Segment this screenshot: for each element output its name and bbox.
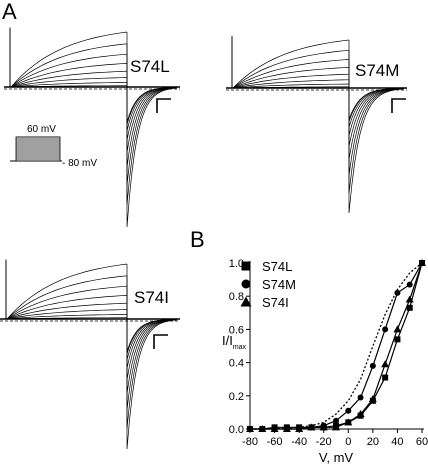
step-current-trace bbox=[232, 67, 350, 89]
x-tick-label: -40 bbox=[291, 436, 307, 448]
x-tick-label: 0 bbox=[345, 436, 351, 448]
data-point-s74m bbox=[394, 289, 401, 296]
legend-marker-s74i bbox=[240, 296, 252, 307]
data-point-s74m bbox=[406, 281, 413, 288]
data-point-s74m bbox=[382, 326, 389, 333]
tail-current-trace bbox=[126, 32, 178, 228]
activation-chart: -80 -60 -40 -20 0 20 40 60 0.0 0.2 0.4 0.6 0.8 1.0 S7… bbox=[229, 258, 428, 448]
data-point-s74i bbox=[356, 410, 365, 418]
step-current-trace bbox=[6, 263, 128, 320]
data-point-s74l bbox=[406, 304, 413, 311]
step-current-trace bbox=[10, 43, 128, 88]
step-current-trace bbox=[6, 295, 128, 320]
trace-label-s74m: S74M bbox=[355, 61, 399, 80]
x-tick-label: -20 bbox=[316, 436, 332, 448]
current-traces-s74m bbox=[226, 36, 407, 214]
data-point-s74m bbox=[369, 362, 376, 369]
data-point-s74l bbox=[382, 374, 389, 381]
voltage-protocol-inset bbox=[10, 136, 62, 162]
chart-legend: S74L S74M S74I bbox=[240, 259, 296, 310]
step-current-trace bbox=[232, 39, 350, 89]
x-tick-label: -60 bbox=[267, 436, 283, 448]
step-current-trace bbox=[6, 302, 128, 320]
y-tick-label: 0.8 bbox=[229, 291, 244, 303]
tail-current-trace bbox=[126, 303, 178, 380]
step-current-trace bbox=[10, 70, 128, 88]
step-current-trace bbox=[232, 79, 350, 89]
legend-marker-s74m bbox=[241, 279, 251, 289]
data-point-s74i bbox=[381, 360, 390, 368]
step-current-trace bbox=[6, 314, 127, 320]
y-tick-label: 0.6 bbox=[229, 324, 244, 336]
tail-current-trace bbox=[348, 40, 405, 214]
step-current-trace bbox=[232, 83, 350, 89]
data-point-s74m bbox=[357, 394, 364, 401]
step-current-trace bbox=[10, 63, 128, 88]
data-point-s74i bbox=[418, 259, 426, 266]
current-traces-s74i bbox=[0, 259, 180, 450]
y-axis-label: I/Imax bbox=[222, 333, 247, 351]
y-tick-label: 0.2 bbox=[229, 391, 244, 403]
chart-axes: -80 -60 -40 -20 0 20 40 60 0.0 0.2 0.4 0.6 0.8 1.0 bbox=[229, 258, 428, 448]
data-point-s74m bbox=[333, 417, 339, 424]
y-axis-label-main: I/I bbox=[222, 333, 233, 348]
step-current-trace bbox=[6, 285, 128, 320]
x-tick-label: 60 bbox=[416, 436, 428, 448]
step-current-trace bbox=[232, 49, 350, 89]
tail-current-trace bbox=[126, 264, 178, 450]
current-traces-s74l bbox=[4, 27, 180, 228]
protocol-top-label: 60 mV bbox=[27, 124, 56, 135]
data-point-s74i bbox=[246, 425, 254, 432]
legend-marker-s74l bbox=[241, 261, 251, 271]
x-tick-label: 20 bbox=[367, 436, 379, 448]
legend-label-s74i: S74I bbox=[262, 295, 289, 310]
data-point-s74i bbox=[270, 425, 279, 432]
data-point-s74i bbox=[319, 423, 328, 431]
step-current-trace bbox=[232, 59, 350, 89]
x-axis-label: V, mV bbox=[319, 450, 354, 465]
protocol-bottom-label: - 80 mV bbox=[62, 158, 97, 169]
scale-bar bbox=[156, 98, 171, 113]
scale-bar bbox=[391, 98, 406, 113]
data-point-s74m bbox=[345, 407, 352, 414]
x-tick-label: -80 bbox=[242, 436, 258, 448]
step-current-trace bbox=[6, 275, 128, 320]
step-current-trace bbox=[10, 53, 128, 88]
y-tick-label: 1.0 bbox=[229, 258, 244, 270]
x-tick-label: 40 bbox=[391, 436, 403, 448]
step-current-trace bbox=[10, 77, 128, 88]
step-current-trace bbox=[6, 309, 128, 320]
data-point-s74i bbox=[368, 395, 377, 403]
step-current-trace bbox=[10, 31, 128, 88]
y-tick-label: 0.0 bbox=[229, 424, 244, 436]
data-point-s74i bbox=[393, 325, 402, 333]
trace-label-s74i: S74I bbox=[134, 288, 169, 307]
scale-bar bbox=[153, 334, 168, 349]
step-current-trace bbox=[232, 73, 350, 89]
data-point-s74i bbox=[405, 295, 414, 303]
tail-current-trace bbox=[126, 54, 178, 185]
y-axis-label-sub: max bbox=[233, 344, 247, 351]
data-point-s74i bbox=[258, 425, 267, 432]
panel-letter-a: A bbox=[2, 0, 17, 24]
data-point-s74i bbox=[295, 425, 304, 432]
data-point-s74i bbox=[307, 423, 316, 431]
trace-label-s74l: S74L bbox=[130, 57, 170, 76]
legend-label-s74l: S74L bbox=[262, 259, 292, 274]
step-current-trace bbox=[10, 82, 127, 88]
data-point-s74l bbox=[394, 336, 401, 343]
data-point-s74i bbox=[282, 425, 291, 432]
panel-letter-b: B bbox=[190, 227, 205, 252]
data-point-s74i bbox=[344, 418, 353, 426]
y-tick-label: 0.4 bbox=[229, 358, 244, 370]
tail-current-trace bbox=[126, 43, 178, 205]
data-point-s74i bbox=[332, 423, 340, 431]
legend-label-s74m: S74M bbox=[262, 277, 296, 292]
chart-series bbox=[246, 259, 426, 432]
